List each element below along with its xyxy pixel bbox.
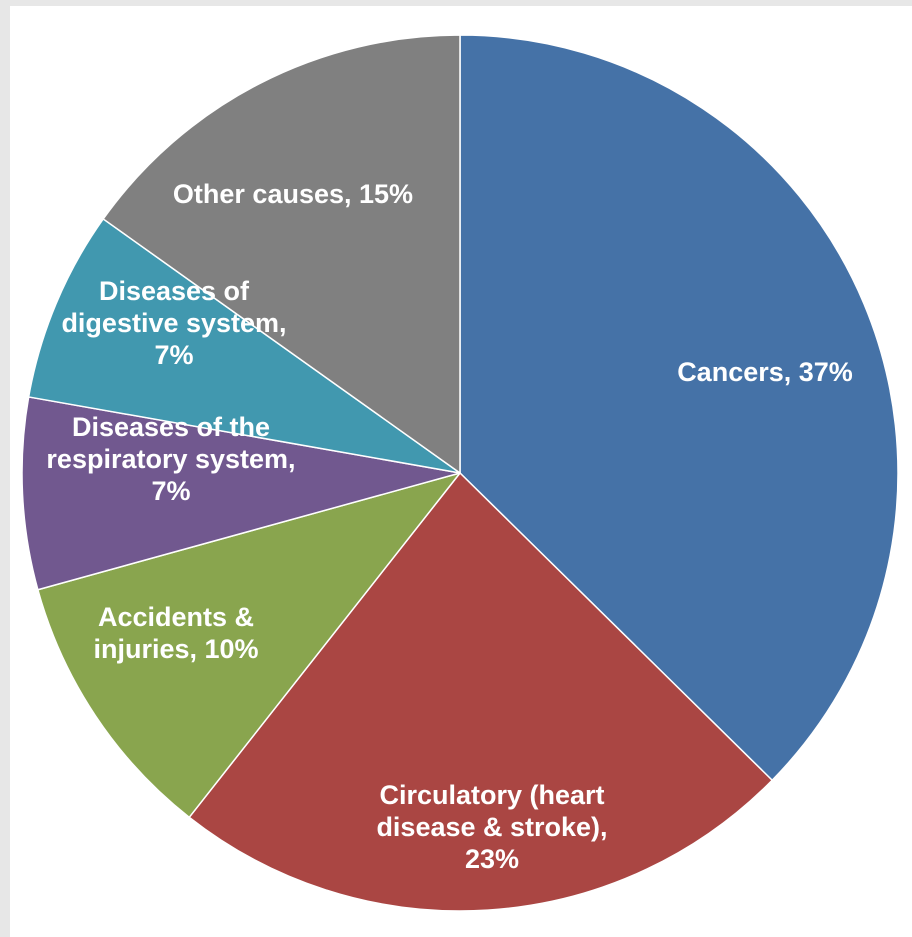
- pie-slice-label-4: Diseases of the respiratory system, 7%: [46, 412, 295, 506]
- pie-slice-2[interactable]: [188, 472, 773, 912]
- pie-slice-3[interactable]: [37, 472, 461, 819]
- pie-slice-label-line: respiratory system,: [46, 444, 295, 474]
- pie-slice-label-line: Cancers, 37%: [677, 357, 853, 387]
- pie-slice-label-line: disease & stroke),: [376, 812, 607, 842]
- pie-slice-1[interactable]: [459, 34, 899, 781]
- pie-slice-label-1: Cancers, 37%: [677, 357, 853, 387]
- pie-labels: Cancers, 37% Circulatory (heart disease & …: [46, 179, 852, 874]
- pie-slice-label-line: Accidents &: [98, 602, 254, 632]
- pie-slice-label-line: Other causes, 15%: [173, 179, 413, 209]
- pie-slice-label-line: Circulatory (heart: [379, 780, 604, 810]
- pie-slice-label-line: Diseases of the: [72, 412, 270, 442]
- pie-slice-label-6: Other causes, 15%: [173, 179, 413, 209]
- pie-slice-6[interactable]: [102, 34, 461, 474]
- pie-slice-label-5: Diseases of digestive system, 7%: [61, 276, 286, 370]
- pie-slice-label-line: digestive system,: [61, 308, 286, 338]
- pie-slice-5[interactable]: [27, 218, 461, 474]
- pie-slice-label-3: Accidents & injuries, 10%: [93, 602, 258, 664]
- pie-slice-label-line: 7%: [151, 476, 190, 506]
- pie-slice-label-line: 7%: [154, 340, 193, 370]
- pie-slice-label-line: Diseases of: [99, 276, 250, 306]
- pie-slices: [21, 34, 899, 912]
- pie-slice-label-line: injuries, 10%: [93, 634, 258, 664]
- pie-slice-4[interactable]: [21, 396, 461, 591]
- pie-slice-label-2: Circulatory (heart disease & stroke), 23%: [376, 780, 607, 874]
- pie-slice-label-line: 23%: [465, 844, 519, 874]
